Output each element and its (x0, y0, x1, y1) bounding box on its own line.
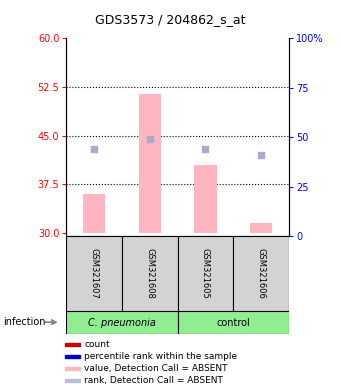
Point (91, 146, 97, 152)
Bar (65, 367, 80, 370)
Text: GDS3573 / 204862_s_at: GDS3573 / 204862_s_at (95, 13, 245, 26)
Bar (139, 94, 161, 233)
Bar (250, 223, 272, 233)
Text: infection: infection (3, 317, 46, 327)
Bar (65, 379, 80, 382)
Bar (178, 236, 233, 311)
Text: GSM321608: GSM321608 (145, 248, 154, 299)
Text: C. pneumonia: C. pneumonia (88, 318, 156, 328)
Point (147, 136, 153, 142)
Bar (66, 311, 178, 334)
Text: GSM321605: GSM321605 (201, 248, 210, 299)
Text: GSM321606: GSM321606 (257, 248, 266, 299)
Bar (65, 343, 80, 346)
Point (203, 146, 208, 152)
Text: percentile rank within the sample: percentile rank within the sample (84, 352, 237, 361)
Bar (233, 236, 289, 311)
Bar (66, 236, 122, 311)
Text: rank, Detection Call = ABSENT: rank, Detection Call = ABSENT (84, 376, 223, 384)
Bar (178, 311, 289, 334)
Bar (65, 355, 80, 358)
Bar (122, 236, 178, 311)
Bar (83, 194, 105, 233)
Text: count: count (84, 340, 110, 349)
Text: control: control (217, 318, 250, 328)
Text: GSM321607: GSM321607 (90, 248, 99, 299)
Text: value, Detection Call = ABSENT: value, Detection Call = ABSENT (84, 364, 228, 373)
Bar (194, 165, 217, 233)
Point (258, 152, 264, 158)
